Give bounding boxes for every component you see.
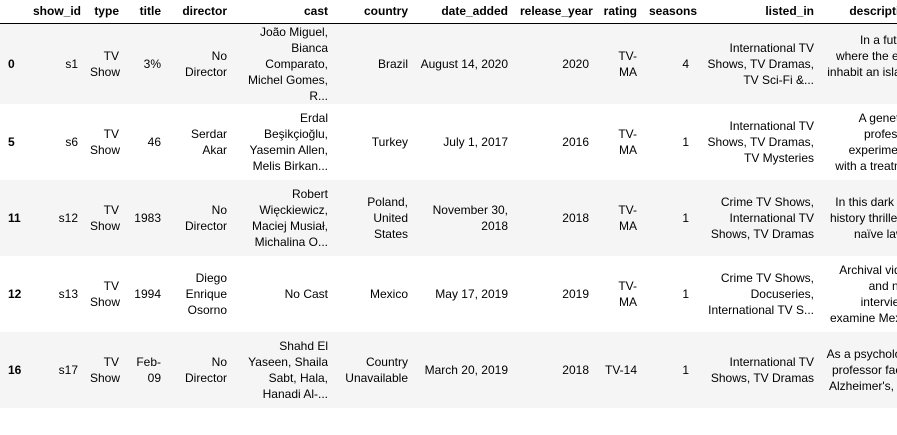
column-header-cast: cast: [233, 0, 334, 24]
column-header-release-year: release_year: [514, 0, 595, 24]
column-header-show-id: show_id: [27, 0, 84, 24]
column-header-date-added: date_added: [414, 0, 514, 24]
table-row: 5 s6 TV Show 46 Serdar Akar Erdal Beşikç…: [0, 104, 897, 180]
cell-seasons: 1: [682, 135, 689, 149]
cell-director: No Director: [184, 355, 227, 385]
cell-type: TV Show: [90, 49, 121, 79]
column-header-director: director: [167, 0, 233, 24]
header-row: show_id type title director cast country…: [0, 0, 897, 24]
cell-show-id: s13: [58, 287, 78, 301]
cell-release-year: 2016: [562, 135, 589, 149]
table-row: 16 s17 TV Show Feb-09 No Director Shahd …: [0, 332, 897, 408]
cell-type: TV Show: [90, 203, 121, 233]
row-index: 12: [8, 287, 22, 301]
cell-listed-in: Crime TV Shows, International TV Shows, …: [710, 195, 814, 241]
cell-show-id: s17: [58, 363, 78, 377]
cell-release-year: 2019: [562, 287, 589, 301]
cell-rating: TV-14: [604, 363, 637, 377]
cell-cast: Shahd El Yaseen, Shaila Sabt, Hala, Hana…: [248, 339, 328, 401]
column-header-seasons: seasons: [643, 0, 697, 24]
cell-rating: TV-MA: [618, 49, 637, 79]
cell-release-year: 2018: [562, 363, 589, 377]
cell-country: Turkey: [371, 135, 408, 149]
cell-description: In a future where the elite inhabit an i…: [827, 33, 897, 79]
cell-description: Archival video and new interviews examin…: [829, 263, 897, 325]
column-header-country: country: [334, 0, 414, 24]
cell-director: No Director: [184, 49, 227, 79]
row-index: 0: [8, 57, 15, 71]
cell-type: TV Show: [90, 355, 121, 385]
cell-country: Country Unavailable: [345, 355, 408, 385]
cell-director: No Director: [184, 203, 227, 233]
cell-country: Poland, United States: [367, 195, 408, 241]
cell-listed-in: International TV Shows, TV Dramas, TV Sc…: [707, 41, 814, 87]
cell-country: Mexico: [369, 287, 408, 301]
cell-title: 3%: [143, 57, 161, 71]
cell-seasons: 1: [682, 287, 689, 301]
cell-description: As a psychology professor faces Alzheime…: [826, 347, 897, 393]
cell-description: In this dark alt-history thriller, a naï…: [829, 195, 897, 241]
table-row: 12 s13 TV Show 1994 Diego Enrique Osorno…: [0, 256, 897, 332]
column-header-title: title: [125, 0, 167, 24]
cell-cast: No Cast: [284, 287, 328, 301]
cell-rating: TV-MA: [618, 127, 637, 157]
cell-rating: TV-MA: [618, 203, 637, 233]
cell-date-added: July 1, 2017: [443, 135, 508, 149]
cell-title: 46: [147, 135, 161, 149]
column-header-description: description: [820, 0, 897, 24]
cell-country: Brazil: [377, 57, 408, 71]
table-row: 11 s12 TV Show 1983 No Director Robert W…: [0, 180, 897, 256]
cell-title: 1994: [134, 287, 161, 301]
cell-director: Serdar Akar: [190, 127, 227, 157]
cell-show-id: s1: [65, 57, 78, 71]
column-header-index: [0, 0, 27, 24]
row-index: 16: [8, 363, 22, 377]
row-index: 11: [8, 211, 21, 225]
cell-date-added: August 14, 2020: [420, 57, 508, 71]
cell-cast: Erdal Beşikçioğlu, Yasemin Allen, Melis …: [249, 111, 329, 173]
cell-seasons: 1: [682, 211, 689, 225]
cell-title: 1983: [134, 211, 161, 225]
cell-date-added: March 20, 2019: [424, 363, 508, 377]
column-header-rating: rating: [595, 0, 643, 24]
cell-show-id: s12: [58, 211, 78, 225]
cell-title: Feb-09: [136, 355, 161, 385]
cell-seasons: 4: [682, 57, 689, 71]
cell-cast: João Miguel, Bianca Comparato, Michel Go…: [247, 25, 328, 103]
cell-cast: Robert Więckiewicz, Maciej Musiał, Micha…: [251, 187, 328, 249]
cell-rating: TV-MA: [618, 279, 637, 309]
cell-seasons: 1: [682, 363, 689, 377]
cell-listed-in: International TV Shows, TV Dramas, TV My…: [707, 119, 814, 165]
cell-description: A genetics professor experiments with a …: [835, 111, 897, 173]
cell-date-added: November 30, 2018: [432, 203, 508, 233]
cell-director: Diego Enrique Osorno: [185, 271, 227, 317]
cell-listed-in: Crime TV Shows, Docuseries, Internationa…: [708, 271, 814, 317]
cell-release-year: 2020: [562, 57, 589, 71]
cell-type: TV Show: [90, 127, 121, 157]
column-header-listed-in: listed_in: [695, 0, 820, 24]
row-index: 5: [8, 135, 15, 149]
column-header-type: type: [84, 0, 125, 24]
cell-listed-in: International TV Shows, TV Dramas: [710, 355, 814, 385]
cell-show-id: s6: [65, 135, 78, 149]
cell-type: TV Show: [90, 279, 121, 309]
table-row: 0 s1 TV Show 3% No Director João Miguel,…: [0, 23, 897, 104]
dataframe-table: show_id type title director cast country…: [0, 0, 897, 408]
cell-date-added: May 17, 2019: [435, 287, 508, 301]
cell-release-year: 2018: [562, 211, 589, 225]
